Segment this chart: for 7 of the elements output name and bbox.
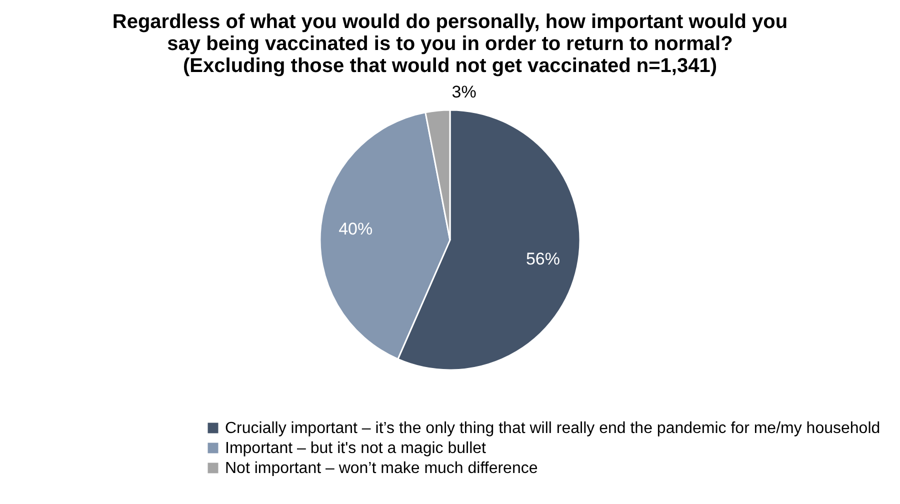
chart-title: Regardless of what you would do personally, how important would you say being vaccinated is to you in order to return to normal? (Excluding those that would not get vaccinated n=1,341) — [112, 11, 788, 77]
data-label: 40% — [338, 219, 373, 238]
legend-label: Not important – won’t make much difference — [225, 460, 538, 477]
data-label: 56% — [526, 249, 560, 268]
legend-label: Important – but it's not a magic bullet — [225, 440, 487, 457]
legend-label: Crucially important – it’s the only thing that will really end the pandemic for me/my household — [225, 420, 880, 437]
data-label: 3% — [452, 82, 476, 102]
